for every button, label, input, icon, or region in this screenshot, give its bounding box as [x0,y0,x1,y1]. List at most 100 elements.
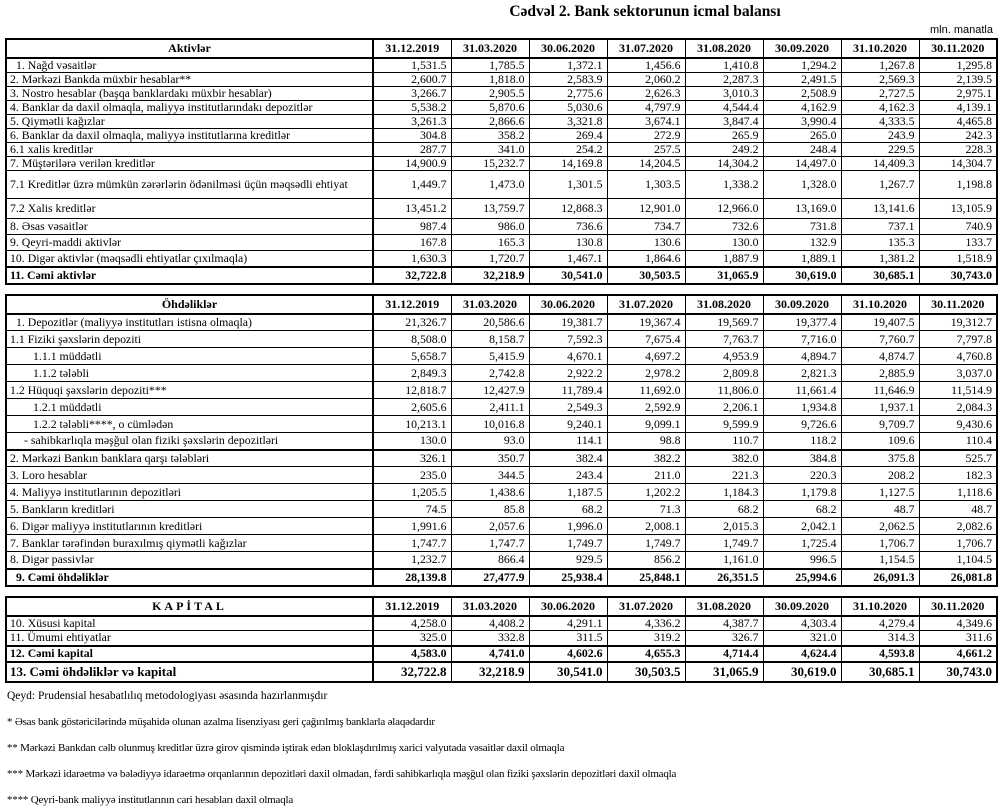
cell-value: 4,408.2 [450,615,530,631]
row-label: 9. Qeyri-maddi aktivlər [5,234,374,251]
table-row: 8. Digər passivlər 1,232.7 866.4 929.5 856.2… [5,551,998,569]
cell-value: 287.7 [372,142,452,157]
cell-value: 11,692.0 [606,381,686,399]
cell-value: 32,722.8 [372,660,452,682]
cell-value: 326.1 [372,449,452,467]
cell-value: 2,905.5 [450,86,530,101]
table-row: 4. Maliyyə institutlarının depozitləri 1,… [5,483,998,501]
header-row: Aktivlər 31.12.2019 31.03.2020 30.06.2020 31… [5,38,998,59]
row-label: 3. Nostro hesablar (başqa banklardakı mü… [5,86,374,101]
cell-value: 21,326.7 [372,313,452,331]
cell-value: 350.7 [450,449,530,467]
table-row: 1. Nağd vəsaitlər 1,531.5 1,785.5 1,372.1 1,… [5,57,998,73]
cell-value: 2,411.1 [450,398,530,416]
row-label: 2. Mərkəzi Bankın banklara qarşı tələblə… [5,449,374,467]
table-row: 8. Əsas vəsaitlər 987.4 986.0 736.6 734.7 732… [5,218,998,235]
cell-value: 132.9 [762,234,842,251]
row-label: 1. Depozitlər (maliyyə institutları isti… [5,313,374,331]
table-row: 2. Mərkəzi Bankın banklara qarşı tələblə… [5,449,998,467]
cell-value: 3,847.4 [684,114,764,129]
cell-value: 32,218.9 [450,265,530,284]
table-row: 1.1.2 tələbli 2,849.3 2,742.8 2,922.2 2,978.… [5,364,998,382]
cell-value: 4,291.1 [528,615,608,631]
table-row: 1.1.1 müddətli 5,658.7 5,415.9 4,670.1 4,697… [5,347,998,365]
cell-value: 12,901.0 [606,198,686,219]
cell-value: 382.0 [684,449,764,467]
cell-value: 1,127.5 [840,483,920,501]
cell-value: 7,760.7 [840,330,920,348]
cell-value: 2,742.8 [450,364,530,382]
section-gap [0,587,1000,596]
cell-value: 12,427.9 [450,381,530,399]
cell-value: 2,060.2 [606,72,686,87]
row-label: 1.2.2 tələbli****, o cümlədən [5,415,374,433]
cell-value: 2,592.9 [606,398,686,416]
cell-value: 1,934.8 [762,398,842,416]
row-label: 1.2 Hüquqi şəxslərin depoziti*** [5,381,374,399]
cell-value: 1,104.5 [918,551,998,569]
column-header-date: 31.07.2020 [606,38,686,59]
cell-value: 996.5 [762,551,842,569]
column-header-date: 30.11.2020 [918,294,998,315]
table-row: 9. Qeyri-maddi aktivlər 167.8 165.3 130.8 13… [5,234,998,251]
cell-value: 11,806.0 [684,381,764,399]
cell-value: 12,966.0 [684,198,764,219]
table-row: 11. Cəmi aktivlər 32,722.8 32,218.9 30,541.… [5,265,998,284]
column-header-date: 31.12.2019 [372,38,452,59]
cell-value: 7,592.3 [528,330,608,348]
cell-value: 13,759.7 [450,198,530,219]
column-header-date: 30.06.2020 [528,596,608,617]
cell-value: 2,082.6 [918,517,998,535]
column-header-date: 30.06.2020 [528,38,608,59]
cell-value: 1,720.7 [450,250,530,267]
table-row: 13. Cəmi öhdəliklər və kapital 32,722.8 32… [5,660,998,682]
cell-value: 3,990.4 [762,114,842,129]
cell-value: 2,569.3 [840,72,920,87]
cell-value: 15,232.7 [450,156,530,171]
cell-value: 1,381.2 [840,250,920,267]
cell-value: 311.5 [528,630,608,646]
cell-value: 2,042.1 [762,517,842,535]
cell-value: 26,351.5 [684,567,764,586]
cell-value: 13,451.2 [372,198,452,219]
column-header-date: 30.11.2020 [918,596,998,617]
table-row: 1.2 Hüquqi şəxslərin depoziti*** 12,818.7… [5,381,998,399]
cell-value: 208.2 [840,466,920,484]
cell-value: 5,658.7 [372,347,452,365]
row-label: 1.2.1 müddətli [5,398,374,416]
cell-value: 1,706.7 [840,534,920,552]
cell-value: 14,304.2 [684,156,764,171]
note-line: Qeyd: Prudensial hesabatlılıq metodologi… [7,689,328,702]
cell-value: 30,743.0 [918,265,998,284]
cell-value: 242.3 [918,128,998,143]
cell-value: 9,709.7 [840,415,920,433]
cell-value: 130.0 [684,234,764,251]
cell-value: 31,065.9 [684,265,764,284]
row-label: 6. Banklar da daxil olmaqla, maliyyə ins… [5,128,374,143]
cell-value: 4,624.4 [762,644,842,662]
row-label: 4. Banklar da daxil olmaqla, maliyyə ins… [5,100,374,115]
cell-value: 1,410.8 [684,57,764,73]
cell-value: 3,261.3 [372,114,452,129]
cell-value: 8,508.0 [372,330,452,348]
cell-value: 4,655.3 [606,644,686,662]
cell-value: 1,749.7 [606,534,686,552]
cell-value: 4,602.6 [528,644,608,662]
cell-value: 165.3 [450,234,530,251]
cell-value: 3,321.8 [528,114,608,129]
cell-value: 2,139.5 [918,72,998,87]
cell-value: 2,605.6 [372,398,452,416]
section-table-kapital: KAPİTAL 31.12.2019 31.03.2020 30.06.2020 31.… [5,595,998,683]
cell-value: 314.3 [840,630,920,646]
cell-value: 13,169.0 [762,198,842,219]
table-row: 3. Loro hesablar 235.0 344.5 243.4 211.0 221.… [5,466,998,484]
cell-value: 2,084.3 [918,398,998,416]
cell-value: 211.0 [606,466,686,484]
cell-value: 4,760.8 [918,347,998,365]
cell-value: 4,544.4 [684,100,764,115]
cell-value: 3,266.7 [372,86,452,101]
cell-value: 2,626.3 [606,86,686,101]
table-row: 1.2.2 tələbli****, o cümlədən 10,213.1 10,… [5,415,998,433]
row-label: 6. Digər maliyyə institutlarının kreditl… [5,517,374,535]
cell-value: 68.2 [684,500,764,518]
